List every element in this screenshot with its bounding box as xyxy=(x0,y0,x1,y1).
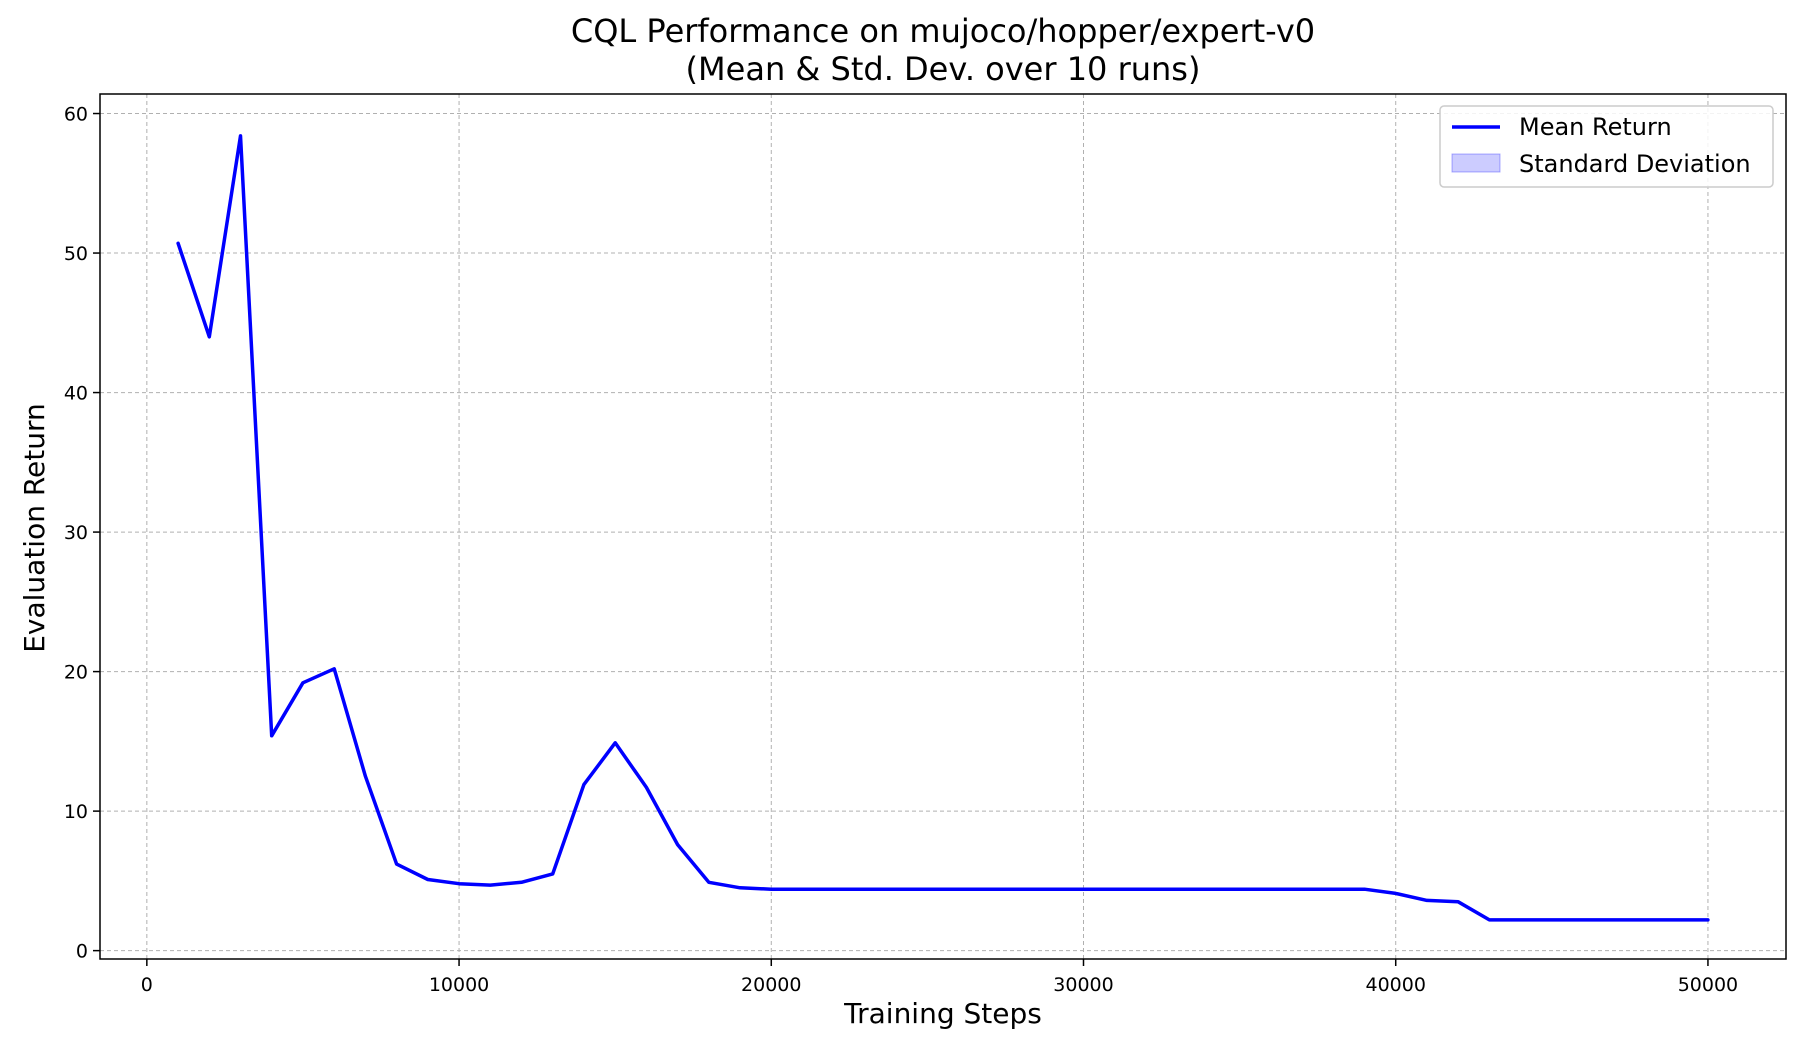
legend-box xyxy=(1439,105,1774,188)
x-tick-label: 40000 xyxy=(1365,974,1425,996)
y-axis-label: Evaluation Return xyxy=(18,403,51,653)
legend-label-mean-return: Mean Return xyxy=(1519,113,1672,141)
y-tick-label: 60 xyxy=(64,104,88,126)
y-tick-label: 10 xyxy=(64,801,88,823)
y-tick-label: 20 xyxy=(64,662,88,684)
chart-title: CQL Performance on mujoco/hopper/expert-… xyxy=(571,12,1315,50)
x-tick-label: 50000 xyxy=(1678,974,1738,996)
x-tick-label: 10000 xyxy=(429,974,489,996)
x-axis-label: Training Steps xyxy=(843,997,1042,1030)
mean-return-line xyxy=(176,134,1710,922)
series-layer xyxy=(176,134,1710,922)
x-tick-label: 0 xyxy=(141,974,153,996)
y-tick-label: 30 xyxy=(64,522,88,544)
x-tick-label: 30000 xyxy=(1053,974,1113,996)
plot-frame xyxy=(99,93,1787,960)
y-tick-label: 0 xyxy=(76,941,88,963)
chart-subtitle: (Mean & Std. Dev. over 10 runs) xyxy=(686,50,1201,88)
y-tick-label: 40 xyxy=(64,383,88,405)
grid xyxy=(100,94,1786,959)
legend-label-standard-deviation: Standard Deviation xyxy=(1519,150,1751,178)
legend: Mean Return Standard Deviation xyxy=(1439,105,1774,188)
y-tick-label: 50 xyxy=(64,243,88,265)
x-axis-ticks: 0 10000 20000 30000 40000 50000 xyxy=(141,959,1738,996)
y-axis-ticks: 0 10 20 30 40 50 60 xyxy=(64,104,100,963)
x-tick-label: 20000 xyxy=(741,974,801,996)
legend-band-swatch xyxy=(1451,153,1501,173)
